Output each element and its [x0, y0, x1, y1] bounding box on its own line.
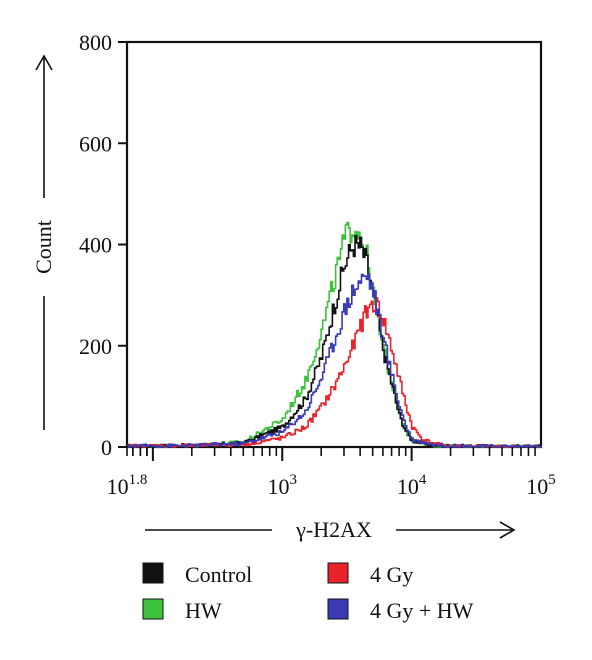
y-axis-title-group: Count — [31, 54, 56, 430]
x-tick-label: 103 — [267, 472, 297, 499]
legend-swatch-hw — [142, 598, 164, 620]
x-axis-arrow-head — [499, 521, 516, 539]
legend-label-4gy: 4 Gy — [370, 562, 413, 587]
y-axis: 0 200 400 600 800 — [79, 30, 127, 460]
y-tick-label: 200 — [79, 334, 112, 359]
y-tick-label: 0 — [101, 435, 112, 460]
y-tick-label: 600 — [79, 131, 112, 156]
legend-label-hw: HW — [185, 598, 222, 623]
y-tick-label: 800 — [79, 30, 112, 55]
x-tick-label: 105 — [526, 472, 556, 499]
x-axis-title-group: γ-H2AX — [145, 517, 516, 542]
legend-swatch-control — [142, 562, 164, 584]
series-line-4-gy-hw — [127, 273, 542, 448]
series-line-hw — [127, 221, 542, 448]
legend: Control 4 Gy HW 4 Gy + HW — [142, 562, 474, 623]
legend-item-4gy: 4 Gy — [327, 562, 413, 587]
y-tick-label: 400 — [79, 233, 112, 258]
legend-swatch-4gy-hw — [327, 598, 349, 620]
legend-item-control: Control — [142, 562, 252, 587]
legend-label-control: Control — [185, 562, 252, 587]
series-line-4-gy — [127, 297, 542, 448]
legend-label-4gy-hw: 4 Gy + HW — [370, 598, 474, 623]
x-tick-label: 101.8 — [107, 472, 148, 499]
x-tick-label: 104 — [397, 472, 427, 499]
legend-item-hw: HW — [142, 598, 222, 623]
series-line-control — [127, 235, 542, 448]
x-axis: 101.8 103 104 105 — [107, 447, 556, 499]
series-layer — [127, 221, 542, 448]
legend-item-4gy-hw: 4 Gy + HW — [327, 598, 474, 623]
x-axis-title: γ-H2AX — [295, 517, 372, 542]
y-axis-arrow-head — [35, 54, 53, 71]
legend-swatch-4gy — [327, 562, 349, 584]
y-axis-title: Count — [31, 220, 56, 274]
